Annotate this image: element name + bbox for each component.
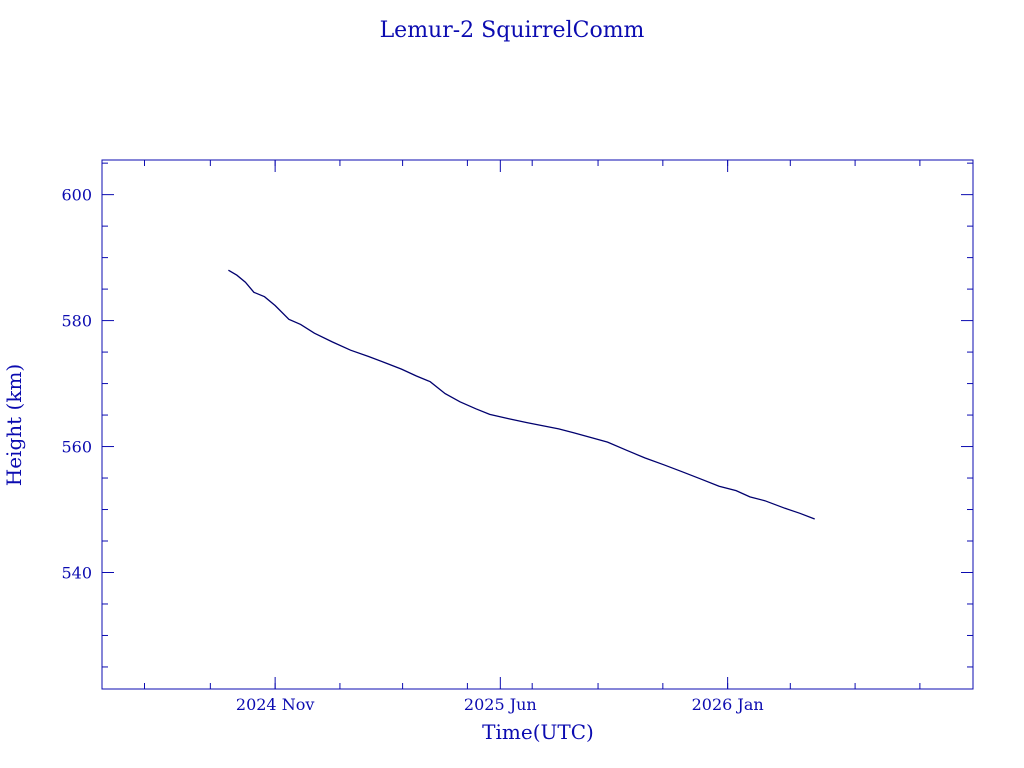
height-series-line [228, 269, 815, 520]
x-tick-label: 2026 Jan [692, 695, 764, 714]
y-tick-label: 540 [61, 563, 92, 582]
plot-frame [101, 159, 974, 690]
y-tick-label: 560 [61, 438, 92, 457]
y-tick-label: 580 [61, 312, 92, 331]
x-axis-label: Time(UTC) [482, 720, 594, 744]
chart-title: Lemur-2 SquirrelComm [380, 18, 645, 43]
x-tick-label: 2024 Nov [236, 695, 314, 714]
y-axis-label: Height (km) [2, 364, 26, 486]
axis-tick-labels: 2024 Nov 2025 Jun 2026 Jan 540 560 580 600 [61, 186, 763, 714]
y-tick-label: 600 [61, 186, 92, 205]
x-tick-label: 2025 Jun [464, 695, 537, 714]
axis-ticks [102, 160, 973, 689]
